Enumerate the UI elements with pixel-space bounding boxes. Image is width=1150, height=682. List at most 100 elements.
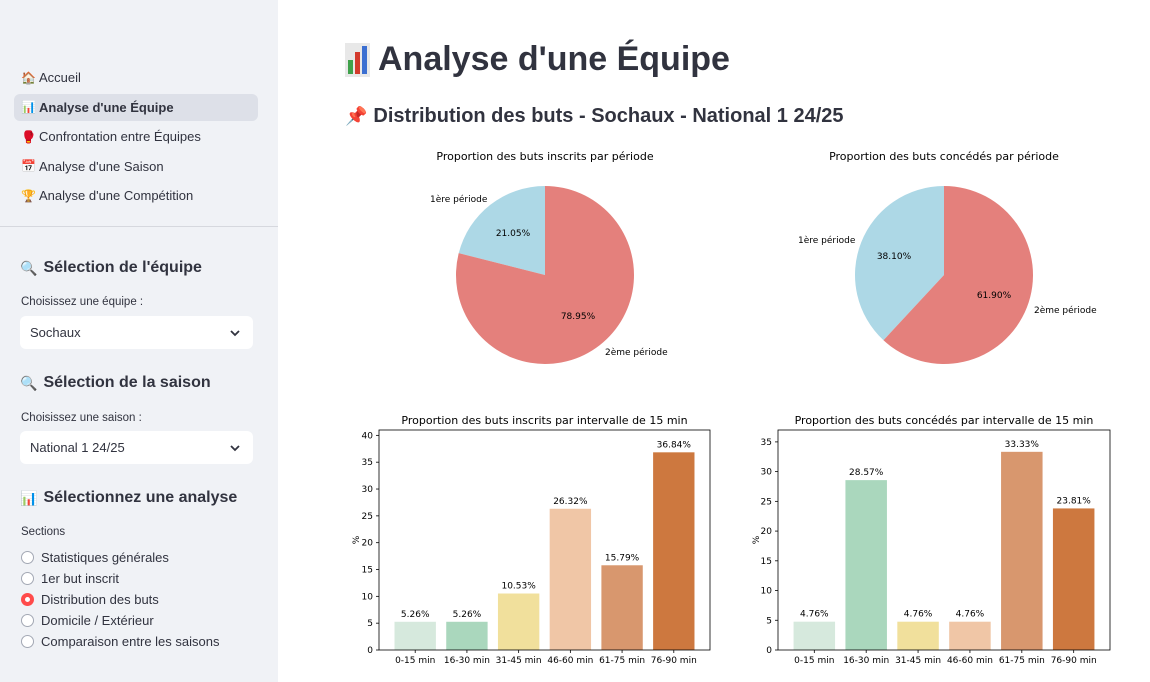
nav-item-accueil[interactable]: 🏠 Accueil [14,64,258,91]
bar-chart-icon: 📊 [21,100,36,114]
y-tick-label: 10 [761,587,773,597]
analysis-section-header: 📊 Sélectionnez une analyse [20,489,237,507]
x-tick-label: 76-90 min [1051,656,1097,666]
radio-circle [21,613,34,627]
bar [394,621,436,650]
x-tick-label: 61-75 min [999,656,1045,666]
y-tick-label: 0 [766,646,772,656]
x-tick-label: 16-30 min [444,656,490,666]
bar-value-label: 23.81% [1057,496,1092,506]
team-section-header: 🔍 Sélection de l'équipe [20,259,202,277]
pie-slice [458,186,545,275]
section-subtitle-text: Distribution des buts - Sochaux - Nation… [373,105,844,127]
y-tick-label: 20 [761,527,773,537]
radio-label: Statistiques générales [41,549,169,565]
pie-category-label: 2ème période [605,347,668,358]
bar-chart-icon [345,42,370,77]
x-tick-label: 0-15 min [794,656,834,666]
sections-label: Sections [21,526,66,538]
bar [1052,508,1095,650]
page-title-text: Analyse d'une Équipe [378,40,730,78]
plot-frame [777,429,1111,651]
x-tick-label: 31-45 min [496,656,542,666]
pie-category-label: 2ème période [1034,305,1097,316]
y-tick-label: 35 [362,458,373,468]
nav-item-analyse-saison[interactable]: 📅 Analyse d'une Saison [14,153,258,180]
y-tick-label: 5 [766,616,772,626]
y-tick-label: 5 [367,619,373,629]
bar [1001,451,1043,650]
team-section-title: Sélection de l'équipe [43,259,202,276]
season-select-value: National 1 24/25 [30,440,125,455]
radio-statistiques-generales[interactable]: Statistiques générales [21,548,169,566]
y-tick-label: 40 [362,431,374,441]
boxing-glove-icon: 🥊 [21,129,36,144]
y-tick-label: 25 [362,512,373,522]
chevron-down-icon [230,329,240,336]
pie-value-label: 38.10% [877,252,912,262]
y-tick-label: 10 [362,592,374,602]
bar [949,621,991,650]
bar-chart-title: Proportion des buts inscrits par interva… [401,414,687,427]
bar [497,593,540,650]
radio-circle [21,571,34,585]
bar [845,480,887,650]
bar-value-label: 36.84% [657,440,692,450]
bar-value-label: 28.57% [849,468,884,478]
x-tick-label: 0-15 min [395,656,435,666]
team-select-label: Choisissez une équipe : [21,296,144,308]
team-select[interactable]: Sochaux [20,316,253,349]
sidebar-nav: 🏠 Accueil 📊 Analyse d'une Équipe 🥊 Confr… [14,64,258,212]
radio-label: Comparaison entre les saisons [41,633,220,649]
pie-slice [456,186,635,364]
radio-comparaison-saisons[interactable]: Comparaison entre les saisons [21,632,219,650]
x-tick-label: 46-60 min [947,656,993,666]
y-tick-label: 15 [761,557,772,567]
radio-1er-but[interactable]: 1er but inscrit [21,569,119,587]
season-section-title: Sélection de la saison [43,374,211,391]
nav-item-analyse-competition[interactable]: 🏆 Analyse d'une Compétition [14,182,258,209]
radio-label: 1er but inscrit [41,570,120,586]
bar-chart-title: Proportion des buts concédés par interva… [795,414,1094,427]
y-tick-label: 20 [362,539,374,549]
nav-item-confrontation[interactable]: 🥊 Confrontation entre Équipes [14,123,258,150]
y-axis-label: % [352,535,362,544]
bar [601,565,643,650]
y-axis-label: % [752,535,762,544]
x-tick-label: 76-90 min [651,656,697,666]
sidebar: 🏠 Accueil 📊 Analyse d'une Équipe 🥊 Confr… [0,0,278,682]
plot-frame [378,429,711,651]
nav-item-label: Analyse d'une Équipe [39,99,174,115]
y-tick-label: 25 [761,497,772,507]
x-tick-label: 46-60 min [547,656,593,666]
bar-value-label: 5.26% [453,610,482,620]
analysis-section-title: Sélectionnez une analyse [43,489,238,506]
x-tick-label: 31-45 min [895,656,941,666]
pushpin-icon: 📌 [345,106,368,126]
bar-value-label: 4.76% [800,610,829,620]
pie-slice [883,186,1033,364]
y-tick-label: 35 [761,438,772,448]
season-select-label: Choisissez une saison : [21,412,142,424]
bar-chart-icon: 📊 [20,489,38,506]
nav-item-analyse-equipe[interactable]: 📊 Analyse d'une Équipe [14,93,258,121]
section-subtitle: 📌 Distribution des buts - Sochaux - Nati… [345,105,844,128]
nav-item-label: Analyse d'une Saison [39,158,164,174]
pie-category-label: 1ère période [430,194,488,205]
y-tick-label: 30 [761,468,773,478]
pie-value-label: 61.90% [977,291,1012,301]
radio-domicile-exterieur[interactable]: Domicile / Extérieur [21,611,154,629]
nav-item-label: Confrontation entre Équipes [39,129,201,144]
radio-distribution-buts[interactable]: Distribution des buts [21,590,159,608]
bar [549,508,592,650]
bar [653,452,695,650]
calendar-icon: 📅 [21,159,36,173]
bar-value-label: 15.79% [605,553,640,563]
x-tick-label: 61-75 min [599,656,645,666]
bar-value-label: 26.32% [553,497,588,507]
bar-value-label: 33.33% [1005,440,1040,450]
page-title: Analyse d'une Équipe [345,40,730,79]
sidebar-divider [0,226,278,227]
pie-chart-title: Proportion des buts inscrits par période [436,150,653,163]
season-select[interactable]: National 1 24/25 [20,431,253,464]
